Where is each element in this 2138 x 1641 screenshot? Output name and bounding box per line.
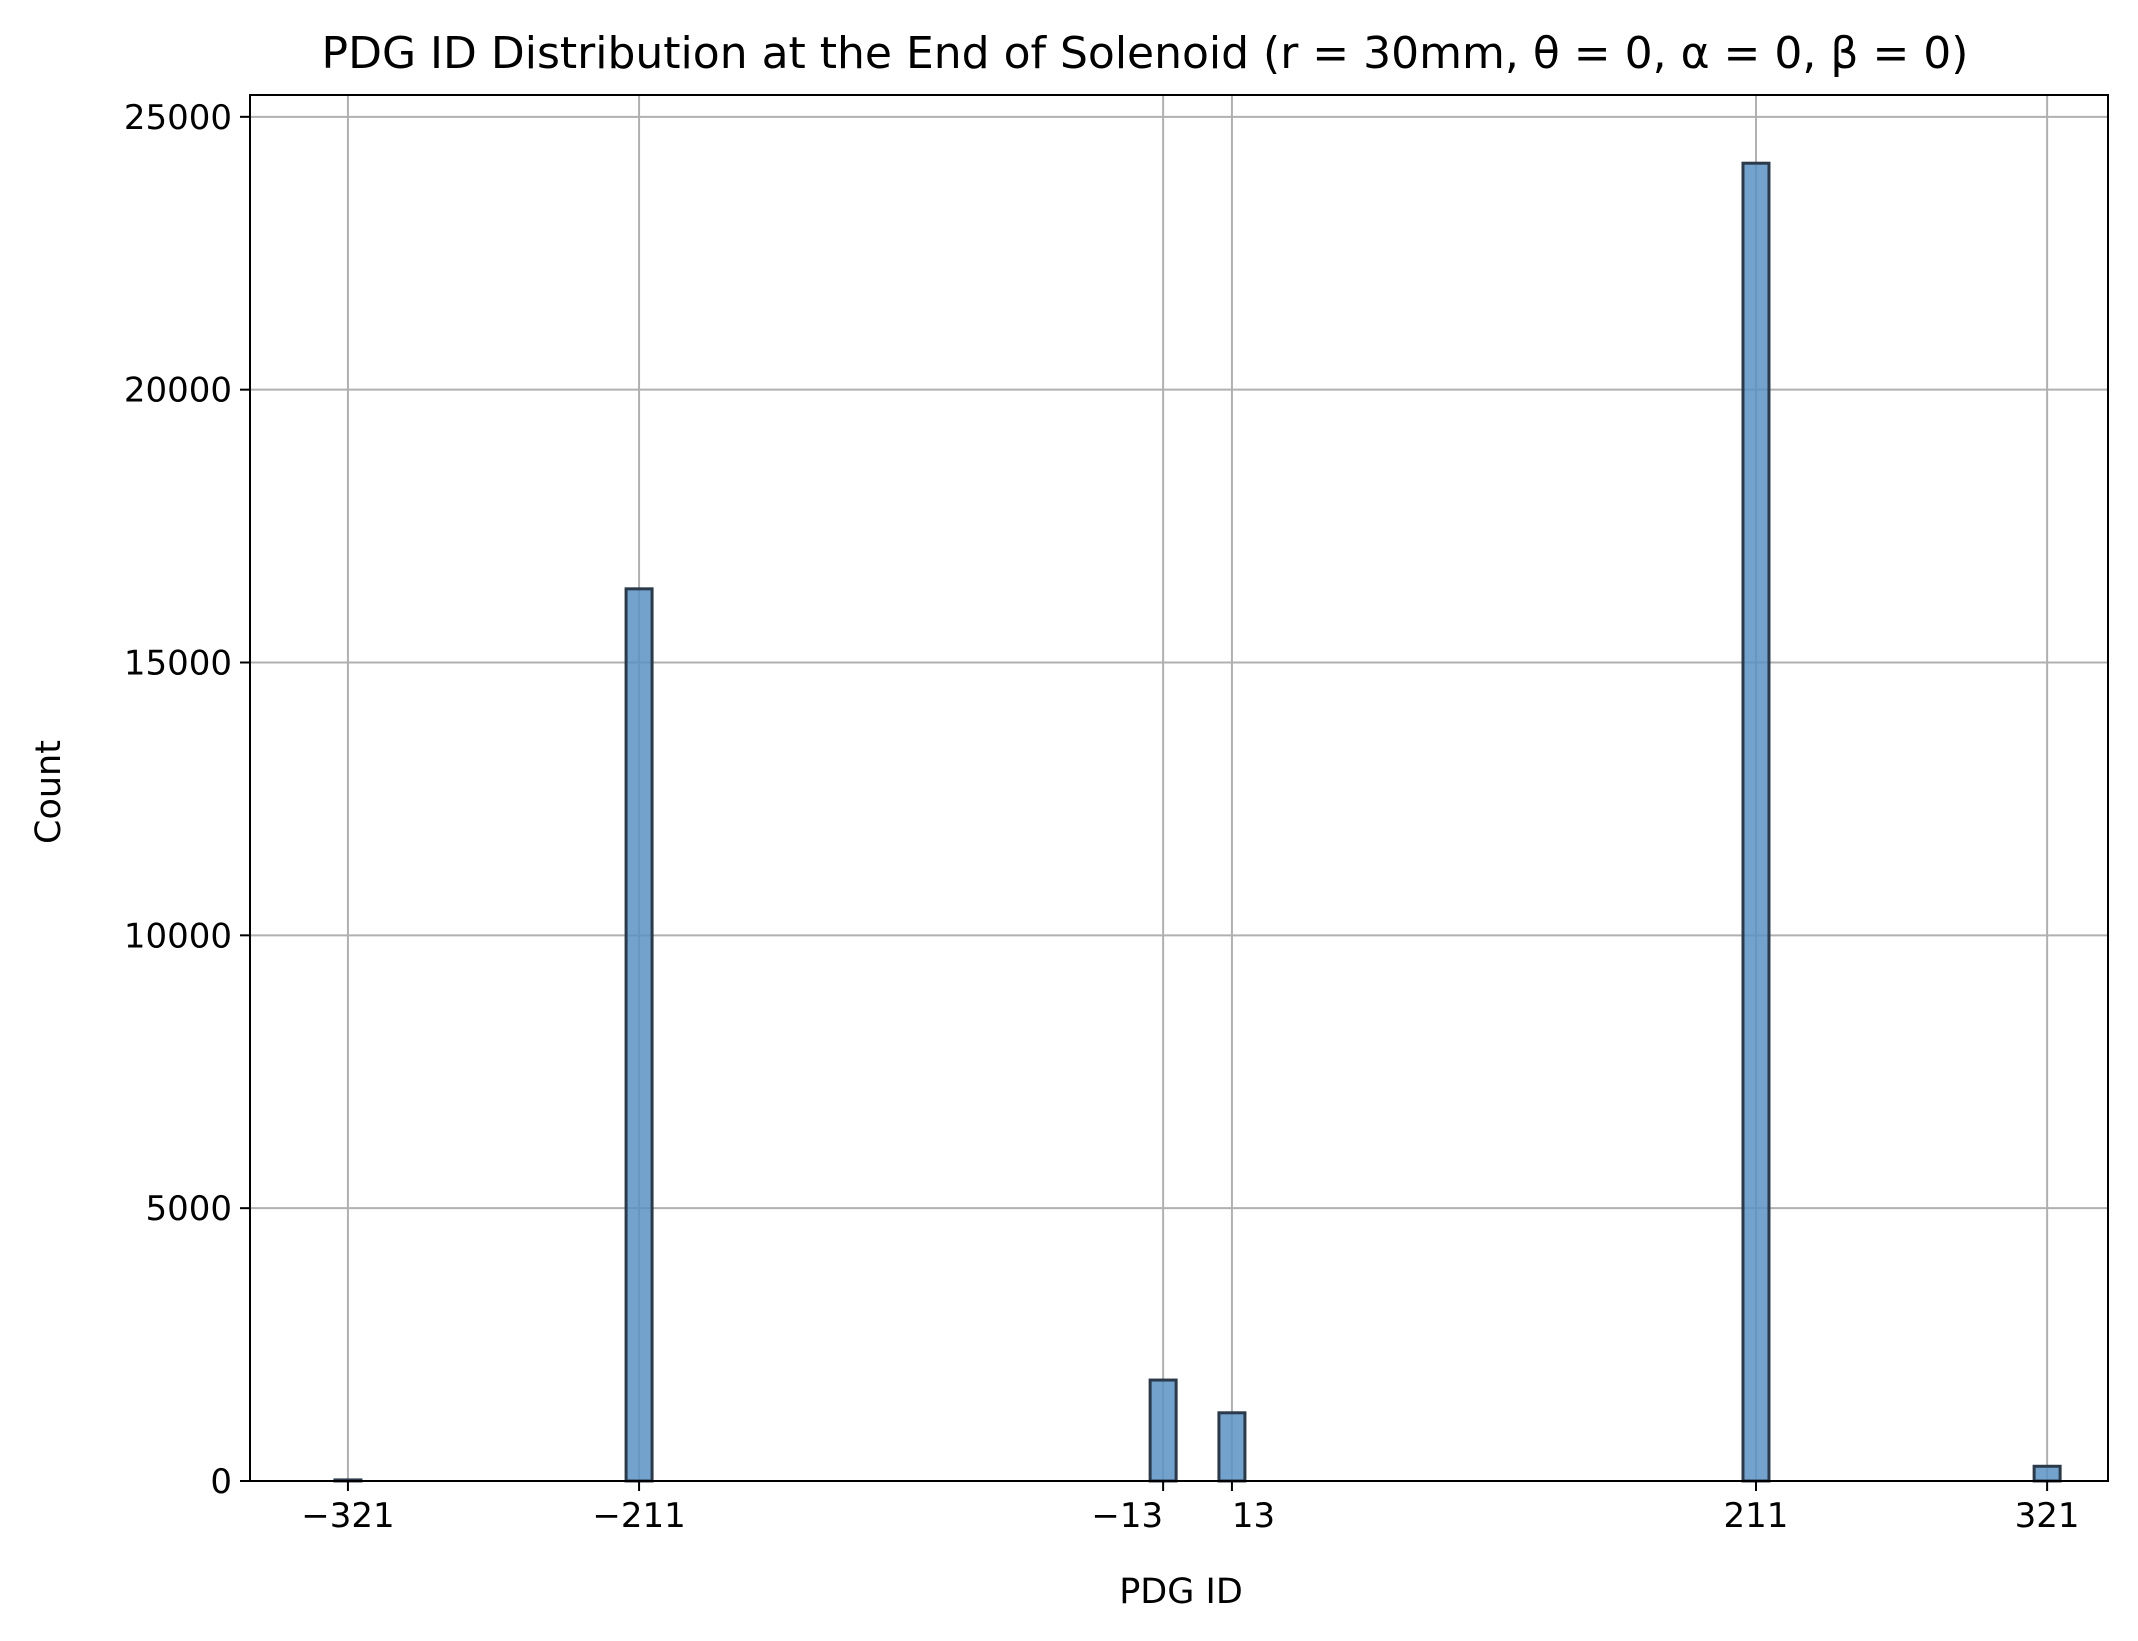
y-tick-label: 0: [210, 1462, 232, 1502]
y-tick-label: 15000: [124, 643, 232, 683]
plot-frame: [249, 94, 2109, 1482]
chart-title: PDG ID Distribution at the End of Soleno…: [322, 28, 1969, 79]
x-tick-label: 13: [1232, 1496, 1275, 1536]
y-tick-label: 20000: [124, 371, 232, 411]
x-tick-label: −211: [592, 1496, 685, 1536]
x-tick-label: 321: [2015, 1496, 2080, 1536]
x-tick-label: 211: [1724, 1496, 1789, 1536]
bar--211: [624, 587, 654, 1483]
y-axis-label: Count: [29, 740, 69, 844]
y-tick-label: 25000: [124, 98, 232, 138]
y-tick-label: 10000: [124, 916, 232, 956]
x-tick-label: −321: [301, 1496, 394, 1536]
x-tick-label: −13: [1091, 1496, 1163, 1536]
y-tick-label: 5000: [145, 1189, 232, 1229]
bars: [333, 161, 2062, 1483]
ticks: 0 5000 10000 15000 20000 25000 −321 −211 −13 13 21…: [124, 98, 2080, 1536]
bar-13: [1217, 1411, 1247, 1483]
bar--13: [1148, 1378, 1178, 1483]
x-axis-label: PDG ID: [1119, 1572, 1243, 1612]
bar-321: [2032, 1464, 2062, 1483]
bar-211: [1741, 161, 1771, 1483]
